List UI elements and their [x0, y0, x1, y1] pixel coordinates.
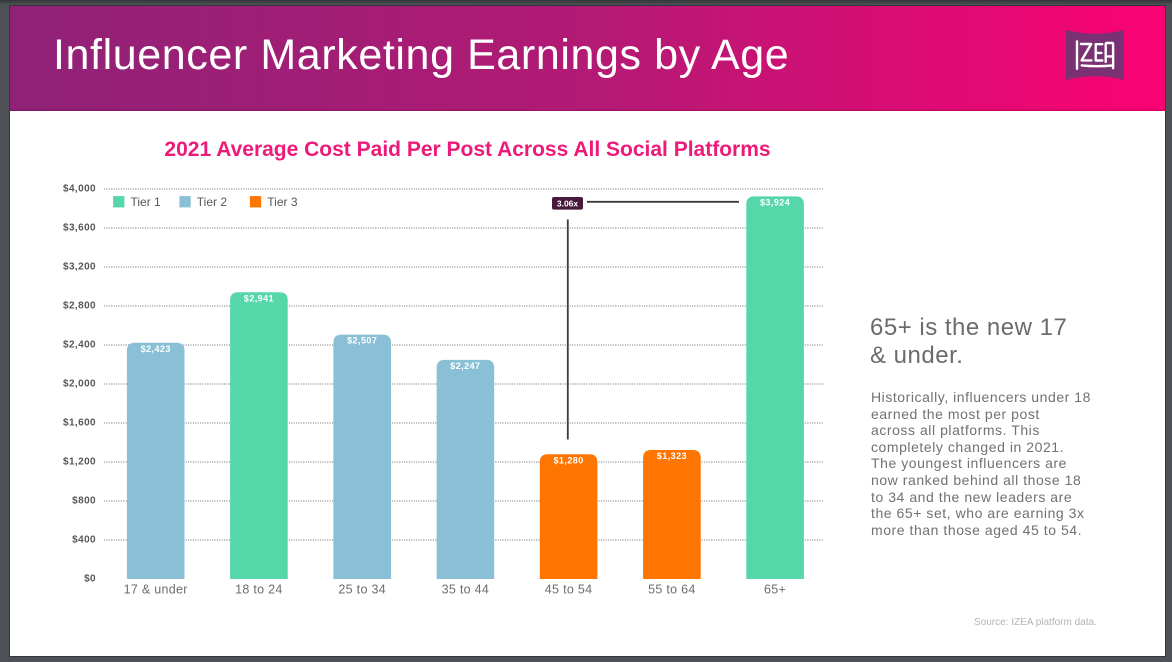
- svg-text:18 to 24: 18 to 24: [235, 583, 283, 597]
- svg-text:$3,200: $3,200: [63, 262, 96, 273]
- svg-text:$2,400: $2,400: [63, 340, 96, 351]
- svg-text:$1,280: $1,280: [553, 455, 583, 465]
- svg-text:$2,941: $2,941: [244, 293, 274, 303]
- svg-text:25 to 34: 25 to 34: [338, 583, 386, 597]
- svg-text:$2,000: $2,000: [63, 379, 96, 390]
- svg-text:Tier 3: Tier 3: [267, 195, 298, 209]
- svg-text:Tier 2: Tier 2: [197, 195, 228, 209]
- svg-text:$2,247: $2,247: [450, 361, 480, 371]
- svg-text:55 to 64: 55 to 64: [648, 583, 696, 597]
- svg-text:$800: $800: [72, 496, 96, 507]
- svg-text:$2,800: $2,800: [63, 301, 96, 312]
- svg-text:$4,000: $4,000: [63, 184, 96, 195]
- svg-text:$1,200: $1,200: [63, 457, 96, 468]
- svg-text:17 & under: 17 & under: [124, 583, 188, 597]
- svg-text:$3,600: $3,600: [63, 223, 96, 234]
- svg-text:$3,924: $3,924: [760, 198, 790, 208]
- svg-text:$0: $0: [84, 574, 96, 585]
- svg-text:$400: $400: [72, 535, 96, 546]
- svg-text:3.06x: 3.06x: [557, 199, 579, 209]
- svg-text:$2,423: $2,423: [141, 344, 171, 354]
- svg-text:Tier 1: Tier 1: [131, 195, 162, 209]
- svg-text:35 to 44: 35 to 44: [442, 583, 490, 597]
- svg-text:$2,507: $2,507: [347, 336, 377, 346]
- svg-text:$1,600: $1,600: [63, 418, 96, 429]
- svg-text:$1,323: $1,323: [657, 451, 687, 461]
- svg-text:45 to 54: 45 to 54: [545, 583, 593, 597]
- svg-text:65+: 65+: [764, 583, 786, 597]
